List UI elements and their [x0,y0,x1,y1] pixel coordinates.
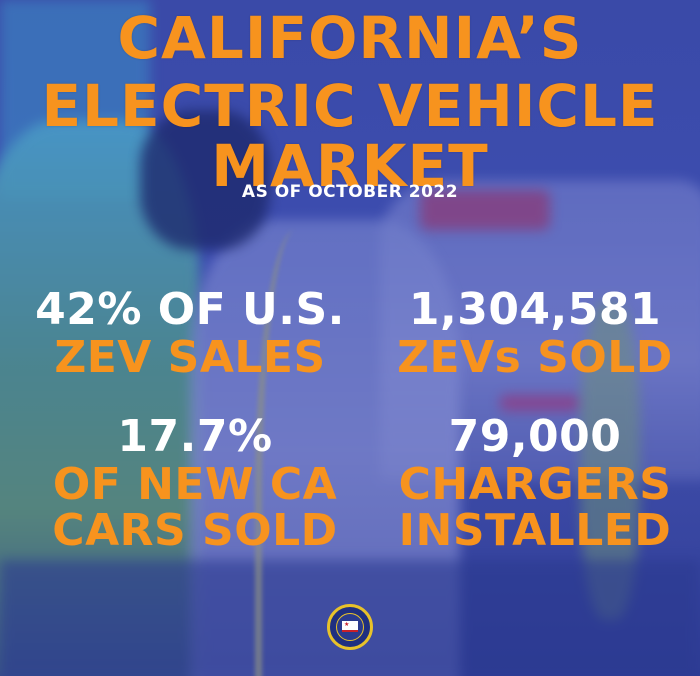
stat-new-ca-cars-share: 17.7% OF NEW CA CARS SOLD [40,412,350,554]
subtitle-date: AS OF OCTOBER 2022 [241,182,459,202]
background-charger-plug [140,110,270,250]
stat-label-line-2: CARS SOLD [52,505,338,556]
stat-value: 17.7% [117,411,273,462]
title-line-1: CALIFORNIA’S [117,4,583,72]
seal-center: ★ [336,613,364,641]
title-line-3: MARKET [211,132,489,200]
stat-value: 42% OF U.S. [35,284,345,335]
stat-us-zev-share: 42% OF U.S. ZEV SALES [20,285,360,381]
title-line-2: ELECTRIC VEHICLE [41,72,659,140]
stat-label-line-1: OF NEW CA [52,459,338,510]
background-taillight-2 [500,395,580,411]
background-taillight [420,190,550,230]
stat-label: ZEV SALES [54,332,326,383]
stat-zevs-sold: 1,304,581 ZEVs SOLD [385,285,685,381]
california-flag-icon: ★ [342,621,358,632]
charging-cable [255,230,322,676]
state-seal-icon: ★ [327,604,373,650]
stat-value: 1,304,581 [408,284,662,335]
stat-label-line-2: INSTALLED [398,505,672,556]
stat-label: ZEVs SOLD [397,332,673,383]
stat-label-line-1: CHARGERS [398,459,672,510]
stat-value: 79,000 [448,411,622,462]
stat-chargers-installed: 79,000 CHARGERS INSTALLED [395,412,675,554]
